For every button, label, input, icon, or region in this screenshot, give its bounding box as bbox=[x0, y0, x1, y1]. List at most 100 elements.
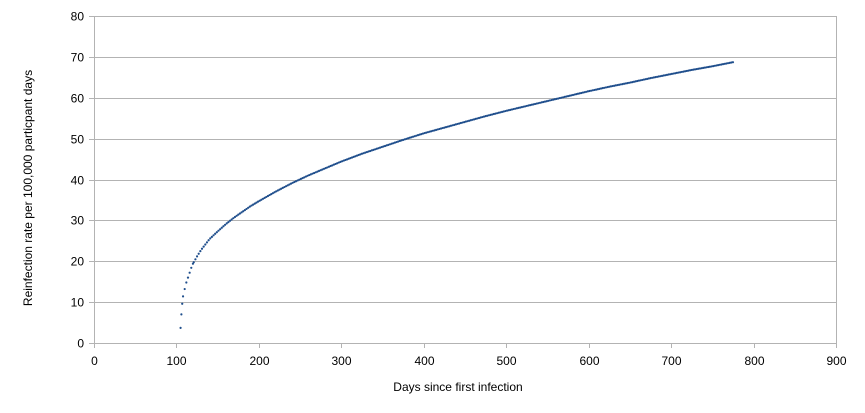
data-point bbox=[548, 99, 552, 102]
data-point bbox=[205, 241, 209, 244]
data-point bbox=[642, 78, 646, 81]
data-point bbox=[618, 83, 621, 86]
data-point bbox=[623, 82, 626, 85]
data-point bbox=[316, 170, 319, 173]
data-point bbox=[369, 149, 372, 153]
data-point bbox=[415, 134, 418, 137]
data-point bbox=[609, 85, 613, 88]
data-point bbox=[588, 89, 591, 93]
data-point bbox=[378, 146, 382, 149]
x-tick-label: 700 bbox=[661, 354, 681, 368]
data-point bbox=[481, 115, 484, 119]
data-point bbox=[519, 106, 522, 109]
data-point bbox=[594, 88, 598, 91]
data-point bbox=[181, 295, 185, 298]
data-point bbox=[377, 147, 380, 150]
data-point bbox=[557, 97, 560, 100]
y-tick-label: 60 bbox=[71, 92, 85, 106]
data-point bbox=[304, 175, 307, 178]
data-point bbox=[682, 70, 685, 73]
data-point bbox=[504, 109, 507, 113]
data-point bbox=[180, 313, 183, 316]
data-point bbox=[306, 174, 309, 177]
data-point bbox=[641, 78, 644, 82]
data-point bbox=[543, 100, 547, 103]
data-point bbox=[420, 133, 423, 136]
data-point bbox=[501, 110, 504, 113]
data-points bbox=[179, 61, 735, 329]
data-point bbox=[294, 180, 298, 183]
data-point bbox=[712, 65, 715, 68]
data-point bbox=[601, 87, 604, 90]
data-point bbox=[573, 93, 576, 96]
data-point bbox=[662, 74, 665, 77]
data-point bbox=[624, 82, 627, 85]
data-point bbox=[299, 177, 303, 181]
data-point bbox=[230, 218, 233, 221]
data-point bbox=[710, 65, 713, 68]
data-point bbox=[520, 106, 523, 109]
data-point bbox=[680, 70, 683, 74]
data-point bbox=[496, 112, 499, 115]
data-point bbox=[260, 198, 263, 201]
data-point bbox=[256, 200, 260, 203]
data-point bbox=[352, 155, 355, 158]
data-point bbox=[209, 237, 212, 240]
data-point bbox=[387, 143, 390, 146]
data-point bbox=[301, 177, 304, 180]
data-point bbox=[430, 130, 433, 133]
data-point bbox=[456, 122, 459, 126]
data-point bbox=[476, 117, 479, 120]
data-point bbox=[687, 69, 690, 72]
data-point bbox=[454, 123, 458, 126]
data-point bbox=[679, 71, 682, 74]
data-point bbox=[472, 118, 476, 121]
data-point bbox=[627, 81, 631, 84]
data-point bbox=[721, 63, 725, 66]
data-point bbox=[479, 116, 482, 119]
y-tick-label: 20 bbox=[71, 255, 85, 269]
y-tick-label: 30 bbox=[71, 214, 85, 228]
data-point bbox=[468, 119, 471, 122]
data-point bbox=[596, 88, 599, 91]
data-point bbox=[214, 232, 217, 235]
data-point bbox=[695, 67, 698, 71]
data-point bbox=[266, 194, 270, 198]
data-point bbox=[461, 121, 464, 124]
data-point bbox=[654, 76, 657, 79]
data-point bbox=[355, 154, 359, 157]
data-point bbox=[550, 98, 553, 102]
data-point bbox=[192, 261, 195, 264]
data-point bbox=[240, 211, 243, 214]
data-point bbox=[553, 98, 556, 101]
data-point bbox=[646, 77, 649, 80]
data-point bbox=[603, 86, 606, 89]
data-point bbox=[365, 150, 368, 154]
data-point bbox=[491, 113, 494, 116]
data-point bbox=[441, 126, 444, 130]
data-point bbox=[293, 180, 296, 184]
data-point bbox=[317, 169, 321, 172]
data-point bbox=[598, 87, 601, 90]
data-point bbox=[408, 136, 411, 139]
data-point bbox=[223, 223, 227, 226]
y-tick-label: 0 bbox=[77, 337, 84, 351]
data-point bbox=[459, 121, 462, 125]
data-point bbox=[660, 74, 664, 77]
data-point bbox=[372, 148, 375, 151]
data-point bbox=[217, 229, 220, 232]
data-point bbox=[347, 157, 350, 160]
data-point bbox=[197, 252, 200, 255]
data-point bbox=[309, 173, 312, 176]
data-point bbox=[489, 113, 492, 116]
data-point bbox=[436, 128, 439, 131]
data-point bbox=[509, 108, 512, 111]
x-tick-label: 100 bbox=[166, 354, 186, 368]
x-tick-label: 300 bbox=[331, 354, 351, 368]
data-point bbox=[659, 75, 662, 78]
data-point bbox=[341, 160, 344, 163]
data-point bbox=[215, 231, 218, 234]
data-point bbox=[718, 63, 721, 66]
data-point bbox=[524, 105, 527, 108]
data-point bbox=[270, 193, 273, 196]
